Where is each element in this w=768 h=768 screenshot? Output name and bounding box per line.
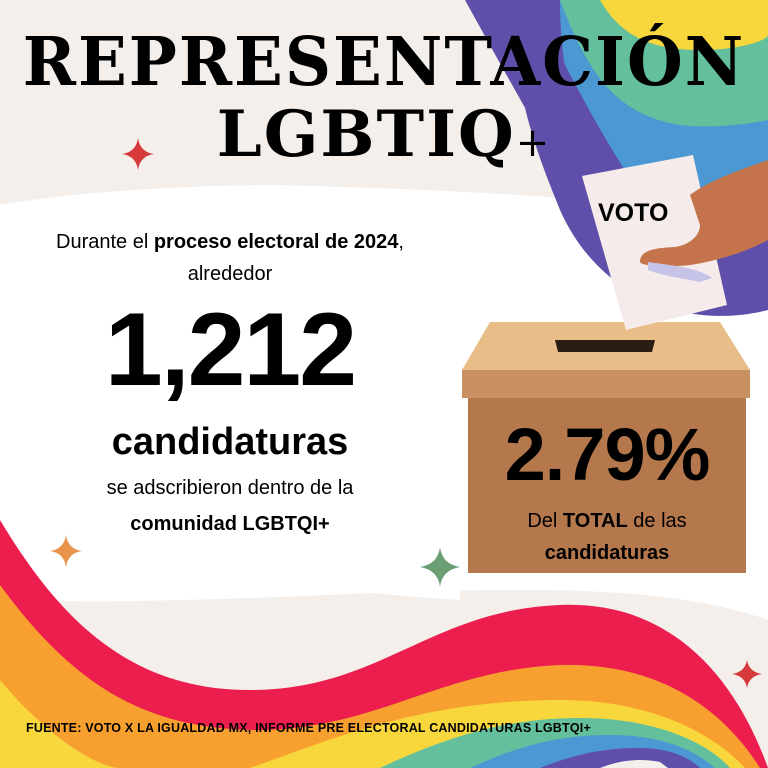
desc-line-2: comunidad LGBTQI+ bbox=[130, 513, 330, 535]
percent-desc: Del TOTAL de las candidaturas bbox=[462, 505, 752, 569]
intro-prefix: Durante el bbox=[56, 231, 154, 253]
intro-text: Durante el proceso electoral de 2024, al… bbox=[0, 226, 460, 290]
source-citation: FUENTE: VOTO X LA IGUALDAD MX, INFORME P… bbox=[26, 721, 591, 735]
title-lgbtiq: LGBTIQ bbox=[216, 97, 516, 172]
title-line-2: LGBTIQ+ bbox=[0, 100, 768, 178]
desc-line-1: se adscribieron dentro de la bbox=[106, 477, 354, 499]
intro-suffix: , bbox=[398, 231, 404, 253]
percent-value: 2.79% bbox=[504, 413, 711, 496]
percent-desc-line-2: candidaturas bbox=[544, 542, 670, 564]
intro-bold: proceso electoral de 2024 bbox=[153, 231, 399, 253]
candidate-count: 1,212 bbox=[104, 292, 357, 408]
percent-desc-bold: TOTAL bbox=[562, 510, 628, 532]
title-line-1: REPRESENTACIÓN bbox=[22, 23, 746, 102]
title-plus: + bbox=[515, 120, 552, 166]
percent-desc-prefix: Del bbox=[527, 510, 563, 532]
candidate-count-label: candidaturas bbox=[111, 421, 349, 463]
percent-desc-suffix: de las bbox=[627, 510, 687, 532]
intro-line-2: alrededor bbox=[187, 263, 273, 285]
ballot-label: VOTO bbox=[598, 199, 669, 227]
candidate-count-desc: se adscribieron dentro de la comunidad L… bbox=[40, 470, 420, 542]
